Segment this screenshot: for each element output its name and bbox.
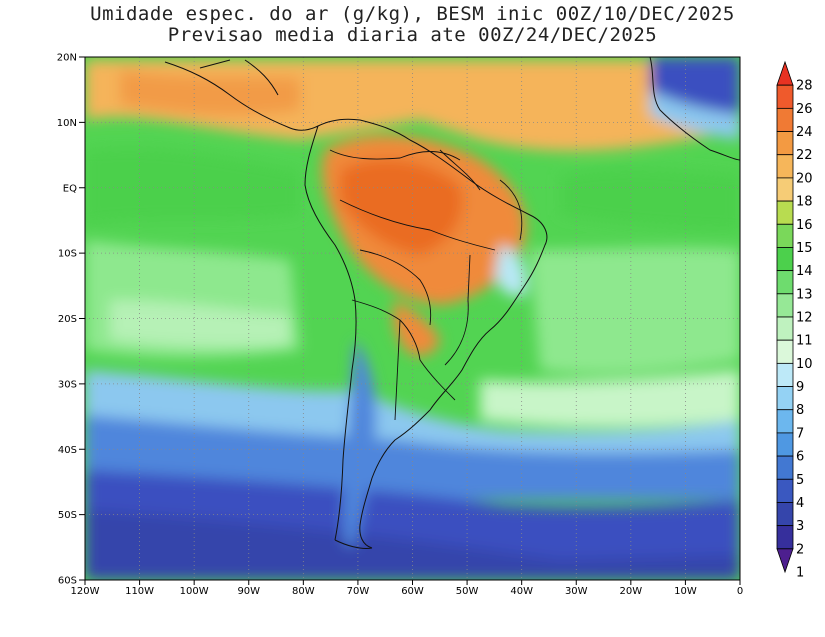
lon-tick-label: 110W (125, 586, 154, 597)
colorbar-label: 7 (796, 426, 804, 441)
colorbar-cell (776, 60, 794, 86)
colorbar-cell (776, 316, 794, 341)
colorbar-label: 12 (796, 311, 813, 326)
colorbar-cell (776, 293, 794, 318)
latitude-axis: 20N 10N EQ 10S 20S 30S 40S 50S 60S (57, 53, 85, 587)
map-title: Umidade espec. do ar (g/kg), BESM inic 0… (90, 3, 735, 25)
lat-tick-label: EQ (63, 183, 77, 194)
colorbar-cell (776, 223, 794, 248)
lon-tick-label: 50W (456, 586, 479, 597)
colorbar-cell (776, 131, 794, 156)
colorbar-cell (776, 455, 794, 480)
colorbar-label: 11 (796, 334, 813, 349)
colorbar-label: 22 (796, 148, 813, 163)
colorbar-cell (776, 409, 794, 434)
colorbar-cell (776, 247, 794, 272)
colorbar-label: 8 (796, 403, 804, 418)
colorbar-label: 14 (796, 264, 813, 279)
colorbar-label: 3 (796, 519, 804, 534)
lat-tick-label: 60S (58, 576, 77, 587)
colorbar-cell (776, 154, 794, 179)
lon-tick-label: 0 (737, 586, 743, 597)
lon-tick-label: 20W (620, 586, 643, 597)
lon-tick-label: 60W (401, 586, 424, 597)
country-borders (329, 149, 523, 421)
lon-tick-label: 40W (510, 586, 533, 597)
lon-tick-label: 30W (565, 586, 588, 597)
colorbar-label: 16 (796, 218, 813, 233)
colorbar-cell (776, 362, 794, 387)
colorbar-cell (776, 84, 794, 109)
longitude-axis: 120W 110W 100W 90W 80W 70W 60W 50W 40W 30W 20W 10W 0 (71, 580, 743, 597)
lat-tick-label: 40S (58, 445, 77, 456)
lon-tick-label: 70W (347, 586, 370, 597)
colorbar-label: 20 (796, 171, 813, 186)
colorbar-cell (776, 107, 794, 132)
colorbar-label: 10 (796, 357, 813, 372)
colorbar-label: 24 (796, 125, 813, 140)
colorbar-cell (776, 525, 794, 550)
colorbar-cell (776, 432, 794, 457)
lat-tick-label: 50S (58, 510, 77, 521)
map-subtitle: Previsao media diaria ate 00Z/24/DEC/202… (167, 24, 658, 46)
colorbar-label: 2 (796, 542, 804, 557)
colorbar: 28 26 24 22 20 18 16 15 14 13 12 11 10 9 8 7 6 5 4 3 2 1 (776, 60, 813, 581)
colorbar-cell (776, 200, 794, 225)
colorbar-label: 15 (796, 241, 813, 256)
colorbar-cell (776, 478, 794, 503)
colorbar-label: 9 (796, 380, 804, 395)
lat-tick-label: 10N (57, 118, 77, 129)
colorbar-cell (776, 502, 794, 527)
colorbar-cell (776, 386, 794, 411)
lon-tick-label: 100W (180, 586, 209, 597)
colorbar-label: 4 (796, 496, 804, 511)
lat-tick-label: 10S (58, 249, 77, 260)
colorbar-label: 5 (796, 473, 804, 488)
colorbar-cell (776, 339, 794, 364)
lat-tick-label: 20N (57, 53, 77, 64)
colorbar-cell (776, 548, 794, 574)
lon-tick-label: 90W (237, 586, 260, 597)
colorbar-cell (776, 177, 794, 202)
lon-tick-label: 80W (292, 586, 315, 597)
lat-tick-label: 30S (58, 379, 77, 390)
colorbar-label: 1 (796, 566, 804, 581)
lat-tick-label: 20S (58, 314, 77, 325)
lon-tick-label: 10W (674, 586, 697, 597)
colorbar-label: 18 (796, 195, 813, 210)
colorbar-label: 6 (796, 450, 804, 465)
coastlines (164, 57, 740, 549)
colorbar-label: 13 (796, 287, 813, 302)
colorbar-label: 26 (796, 102, 813, 117)
colorbar-cell (776, 270, 794, 295)
colorbar-label: 28 (796, 79, 813, 94)
lon-tick-label: 120W (71, 586, 100, 597)
